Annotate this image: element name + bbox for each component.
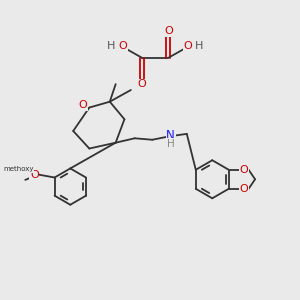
Text: H: H — [195, 41, 203, 51]
Text: O: O — [240, 165, 249, 175]
Text: H: H — [107, 41, 116, 51]
Text: O: O — [240, 184, 249, 194]
Text: O: O — [79, 100, 87, 110]
Text: H: H — [167, 139, 175, 148]
Text: methoxy: methoxy — [3, 166, 34, 172]
Text: O: O — [164, 26, 173, 36]
Text: N: N — [166, 129, 175, 142]
Text: O: O — [138, 79, 146, 89]
Text: O: O — [183, 41, 192, 51]
Text: O: O — [30, 169, 39, 180]
Text: O: O — [118, 41, 127, 51]
